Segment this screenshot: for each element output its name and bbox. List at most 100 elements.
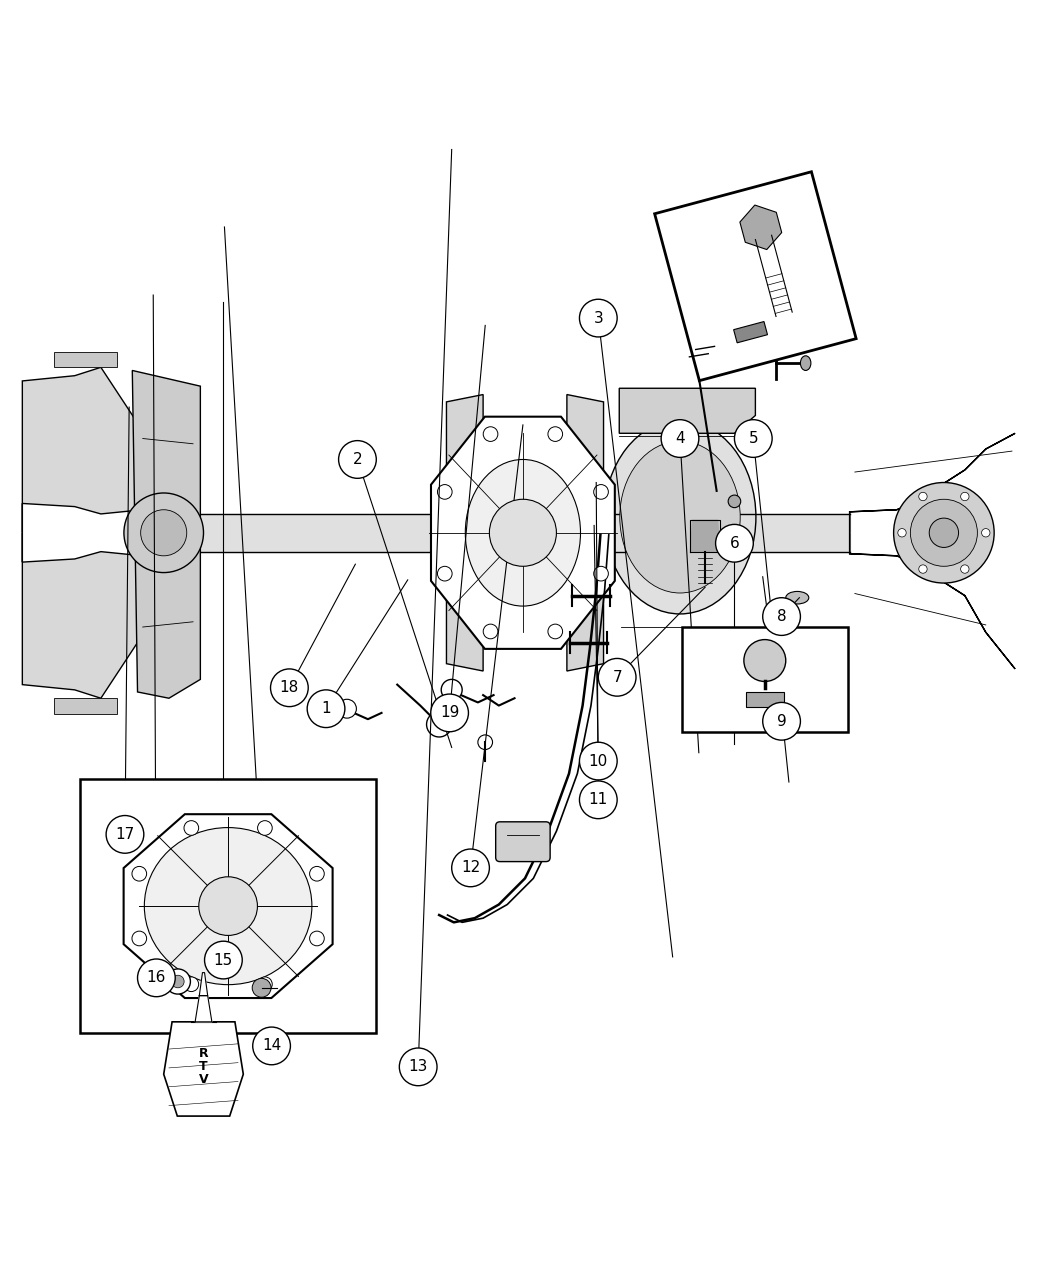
Circle shape — [138, 959, 175, 997]
Polygon shape — [691, 520, 720, 552]
Circle shape — [982, 529, 990, 537]
Circle shape — [253, 1028, 291, 1065]
Circle shape — [399, 1048, 437, 1086]
Polygon shape — [124, 815, 333, 998]
Circle shape — [106, 816, 144, 853]
Text: 6: 6 — [730, 536, 739, 551]
Text: R
T
V: R T V — [198, 1047, 208, 1086]
Text: 3: 3 — [593, 311, 603, 325]
Circle shape — [593, 484, 608, 500]
Circle shape — [452, 849, 489, 886]
Polygon shape — [430, 417, 615, 649]
Polygon shape — [200, 973, 208, 996]
Circle shape — [598, 658, 636, 696]
Text: 5: 5 — [749, 431, 758, 446]
Circle shape — [184, 977, 198, 992]
Circle shape — [430, 694, 468, 732]
Circle shape — [252, 978, 271, 997]
Circle shape — [762, 703, 800, 740]
Polygon shape — [567, 394, 604, 671]
Circle shape — [257, 977, 272, 992]
Bar — [682, 627, 847, 732]
Text: 9: 9 — [777, 714, 786, 729]
Circle shape — [184, 821, 198, 835]
Ellipse shape — [604, 421, 756, 615]
Text: 10: 10 — [589, 754, 608, 769]
Circle shape — [910, 500, 978, 566]
Bar — [54, 352, 117, 367]
Circle shape — [919, 565, 927, 574]
Circle shape — [662, 419, 699, 458]
Circle shape — [165, 969, 190, 994]
Circle shape — [483, 625, 498, 639]
Circle shape — [426, 711, 452, 737]
Text: 13: 13 — [408, 1060, 427, 1075]
Ellipse shape — [800, 356, 811, 371]
Circle shape — [743, 640, 785, 681]
Circle shape — [257, 821, 272, 835]
Polygon shape — [446, 394, 483, 671]
Circle shape — [337, 699, 356, 718]
Polygon shape — [734, 321, 768, 343]
Circle shape — [580, 742, 617, 780]
Circle shape — [489, 500, 556, 566]
Ellipse shape — [465, 459, 581, 606]
Text: 4: 4 — [675, 431, 685, 446]
Polygon shape — [849, 434, 1015, 533]
Polygon shape — [132, 371, 201, 699]
Circle shape — [441, 680, 462, 700]
Text: 18: 18 — [279, 681, 299, 695]
Text: 2: 2 — [353, 451, 362, 467]
Circle shape — [132, 867, 147, 881]
Circle shape — [310, 867, 324, 881]
Polygon shape — [849, 533, 1015, 669]
Circle shape — [438, 484, 453, 500]
Polygon shape — [740, 205, 781, 250]
Circle shape — [898, 529, 906, 537]
Circle shape — [919, 492, 927, 501]
Circle shape — [548, 427, 563, 441]
Circle shape — [548, 625, 563, 639]
Text: 1: 1 — [321, 701, 331, 717]
Ellipse shape — [690, 307, 709, 354]
Circle shape — [580, 782, 617, 819]
Bar — [80, 779, 376, 1033]
Ellipse shape — [728, 495, 740, 507]
Polygon shape — [654, 172, 856, 381]
Circle shape — [734, 419, 772, 458]
Circle shape — [338, 441, 376, 478]
Circle shape — [141, 510, 187, 556]
Polygon shape — [620, 389, 755, 434]
Circle shape — [205, 941, 243, 979]
Circle shape — [198, 877, 257, 936]
Ellipse shape — [144, 827, 312, 984]
Circle shape — [929, 518, 959, 547]
Circle shape — [961, 565, 969, 574]
Ellipse shape — [785, 592, 808, 604]
Polygon shape — [195, 996, 212, 1021]
Circle shape — [438, 566, 453, 581]
Polygon shape — [164, 1021, 244, 1116]
Circle shape — [478, 734, 492, 750]
Circle shape — [894, 482, 994, 583]
Text: 19: 19 — [440, 705, 459, 720]
Polygon shape — [22, 533, 153, 699]
Polygon shape — [22, 367, 153, 533]
FancyBboxPatch shape — [496, 822, 550, 862]
Ellipse shape — [696, 300, 715, 347]
Circle shape — [308, 690, 344, 728]
Text: 16: 16 — [147, 970, 166, 986]
Text: 7: 7 — [612, 669, 622, 685]
Circle shape — [580, 300, 617, 337]
Text: 8: 8 — [777, 609, 786, 623]
Circle shape — [310, 931, 324, 946]
Text: 15: 15 — [214, 952, 233, 968]
Circle shape — [271, 669, 309, 706]
Circle shape — [762, 598, 800, 635]
Ellipse shape — [620, 441, 740, 593]
Circle shape — [124, 493, 204, 572]
Text: 14: 14 — [261, 1038, 281, 1053]
Bar — [54, 699, 117, 714]
Bar — [746, 692, 783, 706]
Circle shape — [483, 427, 498, 441]
